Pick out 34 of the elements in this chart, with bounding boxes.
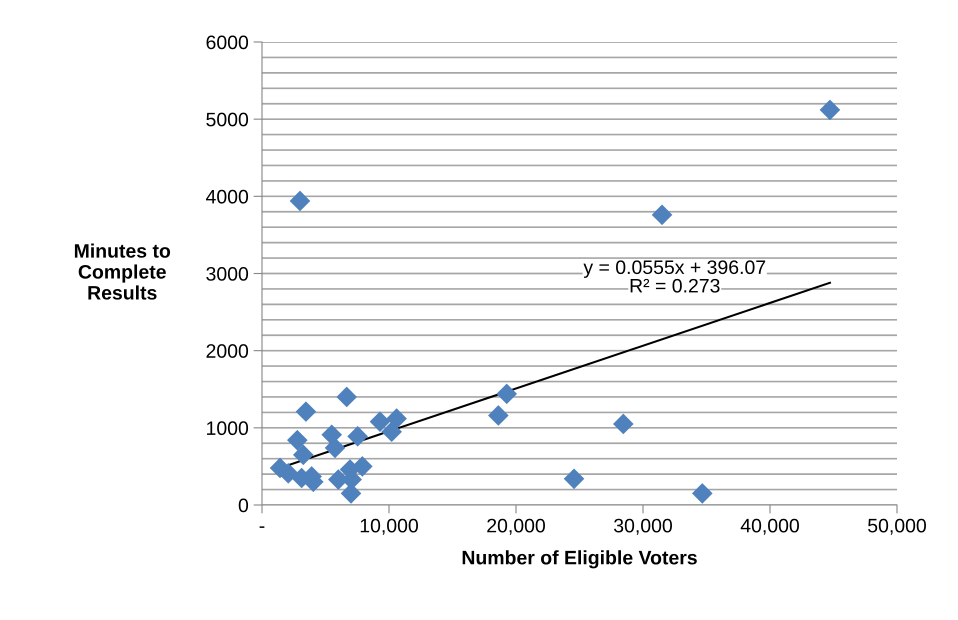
y-tick-label: 1000 — [207, 421, 248, 436]
y-tick-label: 5000 — [206, 112, 248, 126]
point — [564, 468, 584, 490]
point — [386, 408, 407, 429]
point — [370, 411, 390, 432]
point — [496, 384, 518, 404]
annotation: R² = 0.273 — [630, 278, 720, 293]
point — [336, 386, 358, 408]
x-tick-label: - — [260, 526, 264, 528]
point — [613, 414, 634, 434]
point — [292, 444, 314, 466]
point — [324, 438, 346, 458]
x-tick-label: 50,000 — [868, 518, 926, 535]
y-tick-label: 2000 — [206, 344, 248, 358]
y-tick-label: 0 — [238, 498, 248, 512]
point — [347, 426, 368, 447]
point — [692, 483, 713, 504]
x-tick-label: 30,000 — [614, 518, 672, 535]
x-tick-label: 40,000 — [740, 518, 799, 535]
x-tick-label: 20,000 — [487, 518, 545, 535]
point — [652, 204, 672, 226]
point — [290, 190, 310, 212]
x-tick-label: 10,000 — [360, 518, 418, 535]
point — [820, 100, 840, 120]
y-tick-label: 6000 — [206, 35, 248, 50]
y-tick-label: 3000 — [206, 266, 248, 281]
point — [296, 401, 316, 422]
y-axis-title: Minutes to Complete Results — [74, 243, 170, 300]
x-axis-title: Number of Eligible Voters — [462, 550, 697, 568]
annotation: y = 0.0555x + 396.07 — [583, 260, 766, 278]
y-tick-label: 4000 — [206, 190, 248, 204]
point — [381, 421, 402, 442]
point — [287, 430, 308, 450]
point — [488, 405, 509, 426]
